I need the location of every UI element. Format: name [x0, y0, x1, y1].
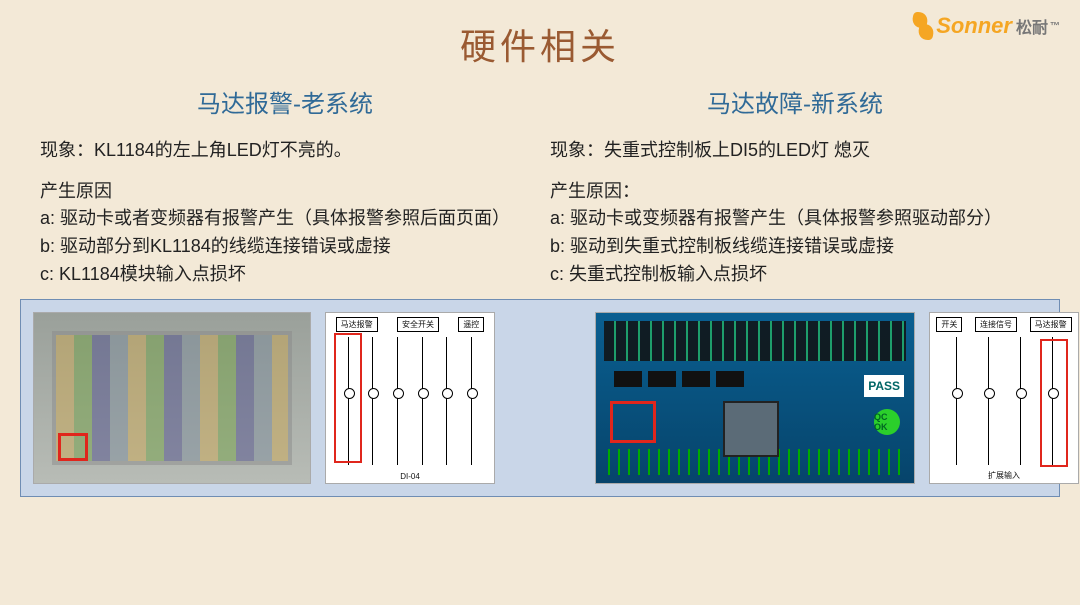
right-cause-item: a: 驱动卡或变频器有报警产生（具体报警参照驱动部分）	[550, 205, 1040, 233]
right-cause-label: 产生原因：	[550, 178, 1040, 205]
right-phenomenon-label: 现象：	[550, 140, 604, 160]
pcb-chips	[614, 371, 744, 387]
left-cause-item: b: 驱动部分到KL1184的线缆连接错误或虚接	[40, 233, 530, 261]
schem-line	[956, 337, 957, 465]
left-cause-list: a: 驱动卡或者变频器有报警产生（具体报警参照后面页面） b: 驱动部分到KL1…	[40, 205, 530, 289]
terminal-block-photo	[34, 313, 310, 483]
brand-logo-tm: ™	[1050, 21, 1060, 32]
schem-line	[988, 337, 989, 465]
brand-logo-cn: 松耐	[1016, 14, 1048, 38]
brand-logo: Sonner 松耐 ™	[906, 12, 1060, 40]
left-column: 马达报警-老系统 现象：KL1184的左上角LED灯不亮的。 产生原因 a: 驱…	[40, 84, 530, 289]
schem-line	[1020, 337, 1021, 465]
new-system-schematic: 开关 连接信号 马达报警 扩展输入	[929, 312, 1079, 484]
left-cause-label: 产生原因	[40, 178, 530, 205]
pcb-pass-label: PASS	[864, 375, 904, 397]
old-system-schematic: 马达报警 安全开关 遥控 DI-04	[325, 312, 495, 484]
right-phenomenon: 现象：失重式控制板上DI5的LED灯 熄灭	[550, 137, 1040, 164]
brand-logo-latin: Sonner	[936, 13, 1012, 39]
pcb-photo: PASS QC OK	[596, 313, 914, 483]
panel-spacer	[509, 312, 581, 484]
schem1-hdr: 安全开关	[397, 317, 439, 332]
left-phenomenon-label: 现象：	[40, 140, 94, 160]
schem1-hdr: 遥控	[458, 317, 484, 332]
schem-line	[446, 337, 447, 465]
schem1-hdr: 马达报警	[336, 317, 378, 332]
new-system-photo: PASS QC OK	[595, 312, 915, 484]
right-phenomenon-text: 失重式控制板上DI5的LED灯 熄灭	[604, 140, 870, 160]
right-cause-list: a: 驱动卡或变频器有报警产生（具体报警参照驱动部分） b: 驱动到失重式控制板…	[550, 205, 1040, 289]
schematic-1: 马达报警 安全开关 遥控 DI-04	[326, 313, 494, 483]
left-phenomenon-text: KL1184的左上角LED灯不亮的。	[94, 140, 352, 160]
schem2-footer: 扩展输入	[930, 470, 1078, 481]
schem2-hdr: 连接信号	[975, 317, 1017, 332]
highlight-box	[334, 333, 362, 463]
image-row: 马达报警 安全开关 遥控 DI-04 PASS QC OK	[20, 299, 1060, 497]
content-columns: 马达报警-老系统 现象：KL1184的左上角LED灯不亮的。 产生原因 a: 驱…	[0, 70, 1080, 289]
left-cause-item: a: 驱动卡或者变频器有报警产生（具体报警参照后面页面）	[40, 205, 530, 233]
schem2-hdr: 马达报警	[1030, 317, 1072, 332]
right-cause-item: b: 驱动到失重式控制板线缆连接错误或虚接	[550, 233, 1040, 261]
schem2-hdr: 开关	[936, 317, 962, 332]
brand-logo-mark	[906, 12, 934, 40]
pcb-qc-sticker: QC OK	[874, 409, 900, 435]
highlight-box	[610, 401, 656, 443]
schematic-2: 开关 连接信号 马达报警 扩展输入	[930, 313, 1078, 483]
schem-line	[471, 337, 472, 465]
highlight-box	[1040, 339, 1068, 467]
left-cause-item: c: KL1184模块输入点损坏	[40, 261, 530, 289]
pcb-pins	[608, 449, 902, 475]
right-column: 马达故障-新系统 现象：失重式控制板上DI5的LED灯 熄灭 产生原因： a: …	[550, 84, 1040, 289]
schem-line	[397, 337, 398, 465]
schem1-footer: DI-04	[326, 472, 494, 481]
left-phenomenon: 现象：KL1184的左上角LED灯不亮的。	[40, 137, 530, 164]
left-heading: 马达报警-老系统	[40, 84, 530, 119]
schem-line	[372, 337, 373, 465]
right-cause-item: c: 失重式控制板输入点损坏	[550, 261, 1040, 289]
schem-line	[422, 337, 423, 465]
right-heading: 马达故障-新系统	[550, 84, 1040, 119]
old-system-photo	[33, 312, 311, 484]
